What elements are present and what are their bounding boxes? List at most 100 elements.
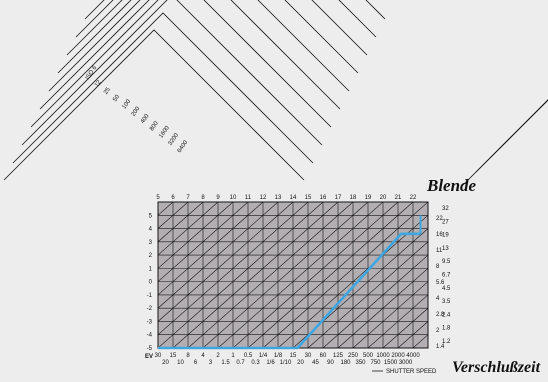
ev-diagonal [412,334,428,348]
bottom-tick-label-2: 0.7 [236,360,245,366]
top-tick-label: 13 [275,195,282,201]
bottom-tick-label: 1000 [376,353,390,359]
bottom-tick-label-2: 3000 [399,360,413,366]
bottom-tick-label-2: 45 [312,360,319,366]
right-tick-label-2: 27 [442,219,449,225]
right-tick-label: 1.4 [436,344,445,350]
top-tick-label: 9 [216,195,220,201]
right-tick-label-2: 1.8 [442,326,451,332]
ev-diagonal [217,202,384,348]
bottom-tick-label: 125 [333,353,344,359]
y-tick-label: -2 [147,306,153,312]
iso-label: 1600 [158,125,171,140]
top-tick-label: 11 [245,195,252,201]
ev-diagonal [277,214,428,348]
ev-diagonal [337,267,428,348]
ev-diagonal [247,202,414,348]
diagonal-group [158,202,428,348]
ev-diagonal [158,202,174,216]
top-tick-label: 6 [171,195,175,201]
right-tick-label-2: 9.5 [442,259,451,265]
iso-fan-line-5 [48,0,350,92]
ev-diagonal [158,202,279,309]
ev-diagonal [382,307,428,348]
bottom-tick-label-2: 10 [177,360,184,366]
ev-diagonal [158,202,249,283]
right-tick-label: 16 [436,232,443,238]
bottom-tick-label-2: 350 [355,360,366,366]
top-tick-label: 15 [305,195,312,201]
ev-diagonal [232,202,399,348]
ev-diagonal [158,202,309,336]
right-tick-label: 8 [436,264,440,270]
right-tick-label-2: 2.4 [442,312,451,318]
ev-diagonal [202,202,369,348]
bottom-tick-label-2: 90 [327,360,334,366]
ev-diagonal [172,202,339,348]
right-fan-line-2 [489,99,548,159]
ev-diagonal [158,202,294,322]
ev-diagonal [187,202,354,348]
y-tick-label: 2 [149,253,153,259]
iso-label: ISO 6 [85,65,99,82]
right-tick-label: 2 [436,328,440,334]
bottom-tick-label: 250 [348,353,359,359]
right-fan-line-1 [475,99,548,173]
ev-diagonal [262,202,428,348]
bottom-tick-label-2: 0.3 [251,360,260,366]
y-tick-label: 4 [149,227,153,233]
y-tick-label: 5 [149,213,153,219]
bottom-tick-label: 15 [290,353,297,359]
ev-diagonal [158,202,324,348]
iso-label: 50 [112,94,121,103]
ev-diagonal [158,202,159,203]
ev-diagonal [322,254,428,348]
right-fan-line-5 [531,99,548,117]
top-tick-label: 20 [380,195,387,201]
iso-label: 3200 [168,132,181,147]
iso-label: 12 [94,79,103,88]
ev-label: EV [145,354,153,360]
ev-diagonal [158,202,204,243]
bottom-tick-label: 2 [216,353,220,359]
ev-diagonal [352,281,428,348]
top-tick-label: 14 [290,195,297,201]
right-tick-label-2: 4.5 [442,286,451,292]
bottom-tick-label: 1 [231,353,235,359]
right-tick-label: 5.6 [436,280,445,286]
right-tick-label: 22 [436,216,443,222]
top-tick-label: 5 [156,195,160,201]
ev-diagonal [158,202,219,256]
bottom-tick-label-2: 6 [194,360,198,366]
bottom-tick-label-2: 3 [209,360,213,366]
iso-label: 400 [140,113,151,125]
top-tick-label: 17 [335,195,342,201]
y-tick-label: 3 [149,240,153,246]
ev-diagonal [397,321,428,348]
top-tick-label: 16 [320,195,327,201]
ev-diagonal [367,294,428,348]
bottom-tick-label: 4 [201,353,205,359]
iso-fan-line-6 [57,0,359,74]
right-fan-line-3 [503,99,548,145]
bottom-tick-label-2: 20 [162,360,169,366]
right-tick-label-2: 6.7 [442,273,451,279]
bottom-tick-label: 500 [363,353,374,359]
top-tick-label: 10 [230,195,237,201]
iso-fan-line-0 [3,29,305,181]
y-tick-label: -5 [147,346,153,352]
top-tick-label: 12 [260,195,267,201]
bottom-tick-label: 15 [170,353,177,359]
bottom-tick-label: 30 [305,353,312,359]
iso-label: 25 [103,86,112,95]
iso-label: 6400 [177,139,190,154]
ev-diagonal [158,202,189,229]
right-tick-label-2: 13 [442,246,449,252]
y-tick-label: -4 [147,333,153,339]
iso-label: 100 [122,98,133,110]
ev-diagonal [158,202,264,296]
bottom-tick-label: 0.5 [244,353,253,359]
right-tick-label-2: 3.5 [442,299,451,305]
bottom-tick-label: 30 [155,353,162,359]
bottom-tick-label-2: 20 [297,360,304,366]
